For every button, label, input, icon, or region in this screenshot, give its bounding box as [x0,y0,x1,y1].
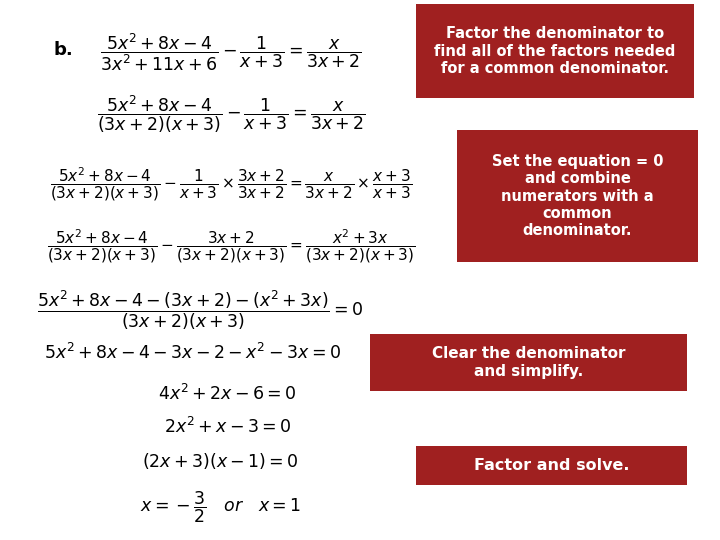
Text: $\dfrac{5x^2+8x-4-(3x+2)-(x^2+3x)}{(3x+2)(x+3)} = 0$: $\dfrac{5x^2+8x-4-(3x+2)-(x^2+3x)}{(3x+2… [37,288,363,332]
FancyBboxPatch shape [370,334,688,391]
FancyBboxPatch shape [457,130,698,262]
Text: Factor and solve.: Factor and solve. [474,458,629,473]
Text: $5x^2+8x-4-3x-2-x^2-3x = 0$: $5x^2+8x-4-3x-2-x^2-3x = 0$ [45,343,341,363]
FancyBboxPatch shape [415,4,694,98]
Text: Set the equation = 0
and combine
numerators with a
common
denominator.: Set the equation = 0 and combine numerat… [492,154,663,239]
Text: $\dfrac{5x^2+8x-4}{(3x+2)(x+3)} - \dfrac{3x+2}{(3x+2)(x+3)} = \dfrac{x^2+3x}{(3x: $\dfrac{5x^2+8x-4}{(3x+2)(x+3)} - \dfrac… [47,227,415,265]
Text: Clear the denominator
and simplify.: Clear the denominator and simplify. [432,347,626,379]
Text: $x = -\dfrac{3}{2} \quad or \quad x = 1$: $x = -\dfrac{3}{2} \quad or \quad x = 1$ [140,490,302,525]
Text: $\dfrac{5x^2+8x-4}{3x^2+11x+6} - \dfrac{1}{x+3} = \dfrac{x}{3x+2}$: $\dfrac{5x^2+8x-4}{3x^2+11x+6} - \dfrac{… [100,32,362,73]
Text: Factor the denominator to
find all of the factors needed
for a common denominato: Factor the denominator to find all of th… [434,26,675,76]
Text: $\dfrac{5x^2+8x-4}{(3x+2)(x+3)} - \dfrac{1}{x+3} \times \dfrac{3x+2}{3x+2} = \df: $\dfrac{5x^2+8x-4}{(3x+2)(x+3)} - \dfrac… [50,165,413,203]
Text: $\dfrac{5x^2+8x-4}{(3x+2)(x+3)} - \dfrac{1}{x+3} = \dfrac{x}{3x+2}$: $\dfrac{5x^2+8x-4}{(3x+2)(x+3)} - \dfrac… [96,93,366,135]
Text: $2x^2+x-3 = 0$: $2x^2+x-3 = 0$ [164,417,292,437]
FancyBboxPatch shape [415,446,688,485]
Text: $(2x+3)(x-1) = 0$: $(2x+3)(x-1) = 0$ [143,451,299,471]
Text: b.: b. [53,40,73,59]
Text: $4x^2+2x-6 = 0$: $4x^2+2x-6 = 0$ [158,383,297,403]
